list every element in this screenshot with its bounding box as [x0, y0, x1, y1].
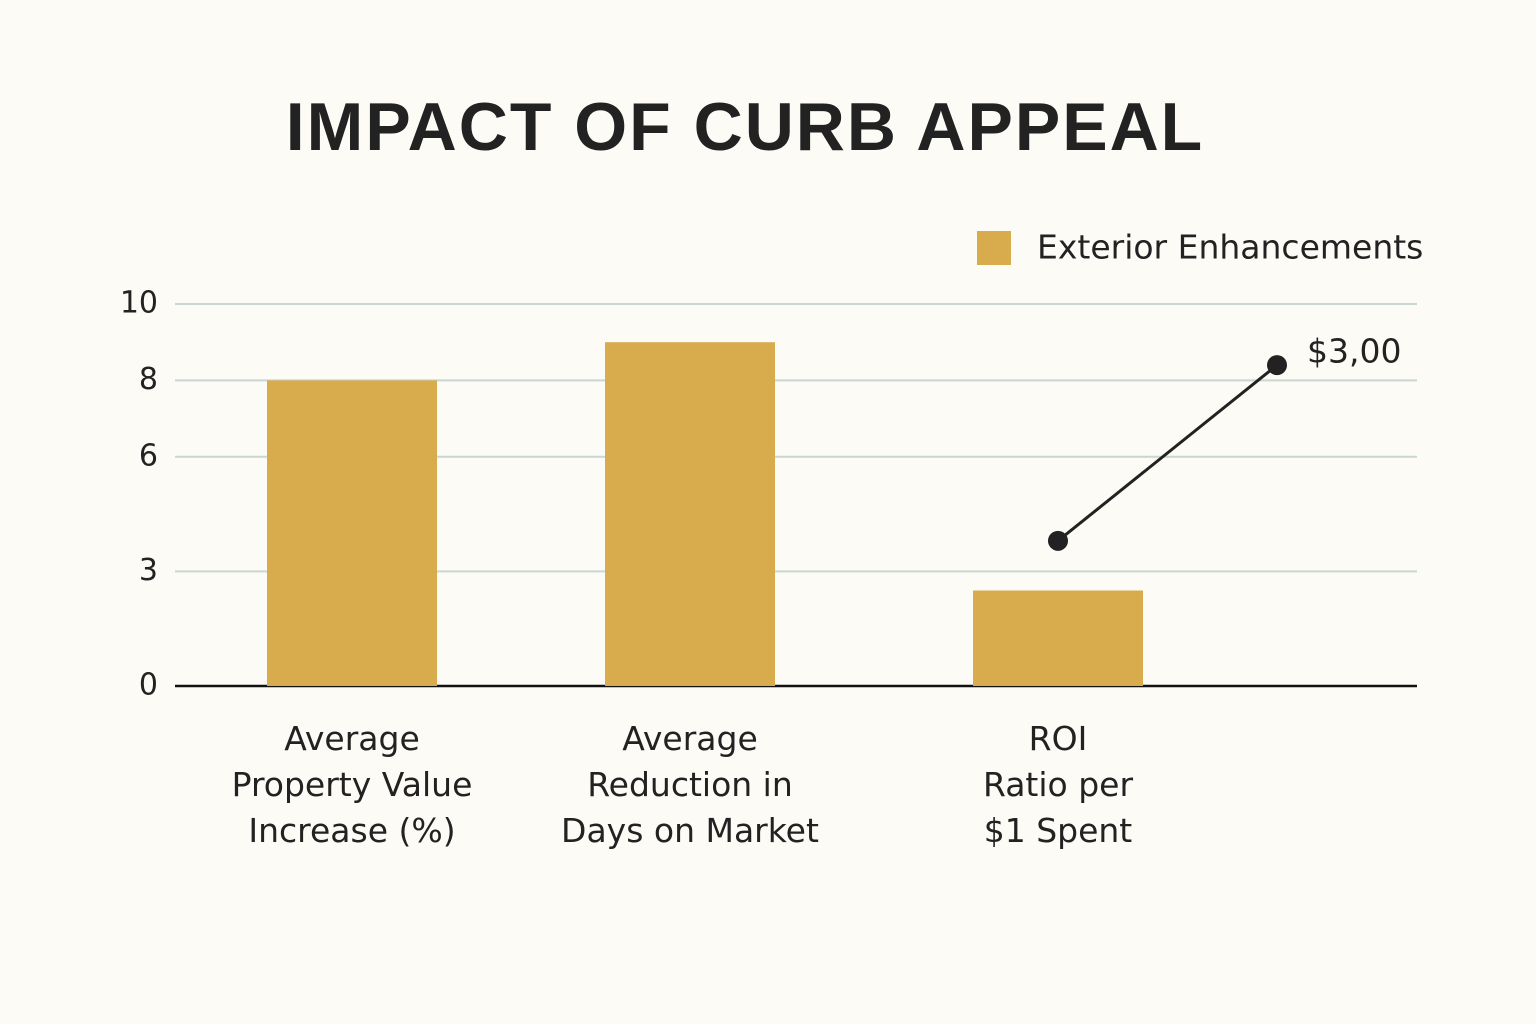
annotation-line: [1057, 363, 1278, 543]
y-tick-label: 0: [139, 668, 158, 703]
annotation-label: $3,00: [1307, 332, 1401, 371]
x-tick-label: Average Reduction in Days on Market: [561, 719, 819, 850]
bar: [605, 342, 775, 686]
y-tick-label: 8: [139, 362, 158, 397]
chart-title: IMPACT OF CURB APPEAL: [286, 89, 1204, 165]
x-tick-label: ROI Ratio per $1 Spent: [982, 719, 1134, 850]
annotation-point: [1048, 530, 1068, 551]
y-tick-label: 6: [139, 438, 158, 473]
x-tick-label: Average Property Value Increase (%): [231, 719, 473, 850]
annotation-point: [1267, 355, 1287, 376]
bar: [973, 590, 1143, 686]
y-tick-label: 10: [120, 286, 158, 321]
bar: [267, 380, 437, 686]
legend-swatch: [977, 231, 1011, 265]
y-tick-label: 3: [139, 553, 158, 588]
legend-label: Exterior Enhancements: [1037, 228, 1423, 267]
